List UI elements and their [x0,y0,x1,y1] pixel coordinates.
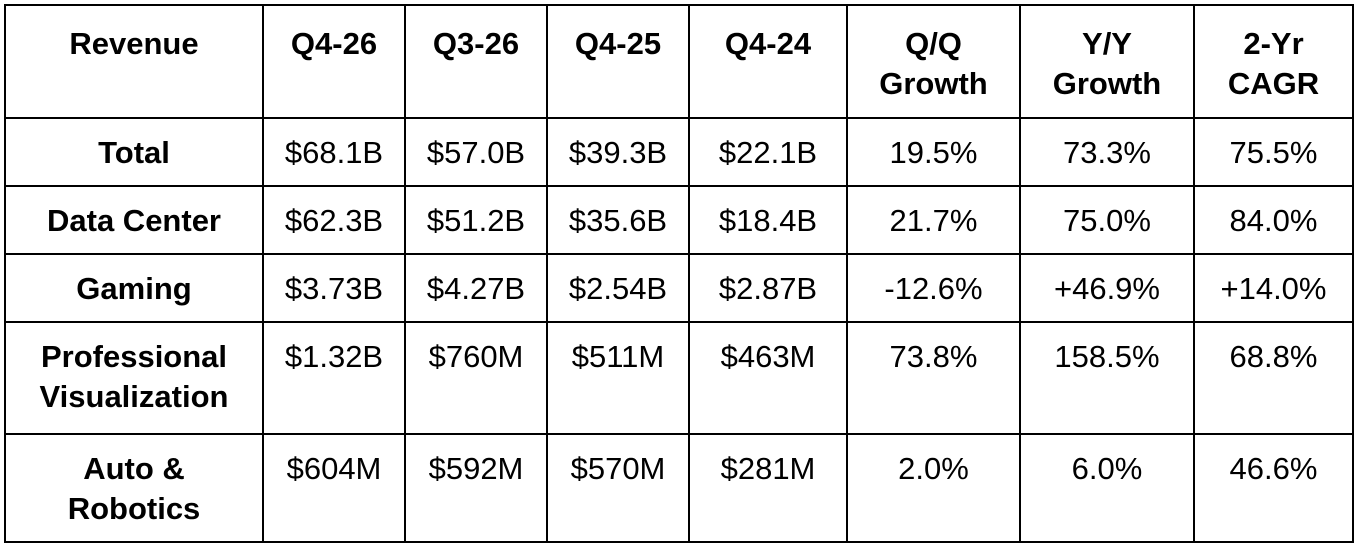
table-cell: $22.1B [688,117,848,187]
table-row: Professional Visualization $1.32B $760M $51… [4,321,1354,435]
header-cell: Q3-26 [404,4,548,119]
header-cell: Q/Q Growth [846,4,1021,119]
row-label: Professional Visualization [4,321,264,435]
table-cell: +14.0% [1193,253,1354,323]
table-cell: $1.32B [262,321,406,435]
table-cell: 68.8% [1193,321,1354,435]
table-cell: 73.3% [1019,117,1195,187]
row-label: Total [4,117,264,187]
table-body: Total $68.1B $57.0B $39.3B $22.1B 19.5% 73.3% 7… [4,117,1354,543]
header-cell: Q4-24 [688,4,848,119]
table-cell: $760M [404,321,548,435]
table-cell: $592M [404,433,548,543]
table-cell: 75.0% [1019,185,1195,255]
header-cell: 2-Yr CAGR [1193,4,1354,119]
header-row: Revenue Q4-26 Q3-26 Q4-25 Q4-24 Q/Q Growth Y/Y… [4,4,1354,119]
header-cell: Revenue [4,4,264,119]
table-cell: 84.0% [1193,185,1354,255]
row-label: Auto & Robotics [4,433,264,543]
table-cell: $2.54B [546,253,690,323]
row-label: Gaming [4,253,264,323]
table-cell: +46.9% [1019,253,1195,323]
table-cell: $57.0B [404,117,548,187]
table-row: Gaming $3.73B $4.27B $2.54B $2.87B -12.6% +46.… [4,253,1354,323]
table-row: Total $68.1B $57.0B $39.3B $22.1B 19.5% 73.3% 7… [4,117,1354,187]
table-cell: $3.73B [262,253,406,323]
table-cell: $62.3B [262,185,406,255]
row-label: Data Center [4,185,264,255]
table-cell: $35.6B [546,185,690,255]
header-cell: Y/Y Growth [1019,4,1195,119]
revenue-table: Revenue Q4-26 Q3-26 Q4-25 Q4-24 Q/Q Growth Y/Y… [4,4,1354,543]
table-cell: 2.0% [846,433,1021,543]
table-row: Auto & Robotics $604M $592M $570M $281M 2.0% 6… [4,433,1354,543]
table-cell: $51.2B [404,185,548,255]
table-cell: $604M [262,433,406,543]
header-cell: Q4-26 [262,4,406,119]
table-cell: $570M [546,433,690,543]
table-cell: $511M [546,321,690,435]
table-cell: 75.5% [1193,117,1354,187]
table-cell: $68.1B [262,117,406,187]
table-cell: $2.87B [688,253,848,323]
table-cell: $18.4B [688,185,848,255]
table-cell: -12.6% [846,253,1021,323]
table-cell: 158.5% [1019,321,1195,435]
table-cell: 21.7% [846,185,1021,255]
header-cell: Q4-25 [546,4,690,119]
table-cell: $463M [688,321,848,435]
table-row: Data Center $62.3B $51.2B $35.6B $18.4B 21.7%… [4,185,1354,255]
table-cell: 19.5% [846,117,1021,187]
table-cell: 73.8% [846,321,1021,435]
table-cell: $281M [688,433,848,543]
table-cell: $39.3B [546,117,690,187]
table-cell: 46.6% [1193,433,1354,543]
table-cell: 6.0% [1019,433,1195,543]
table-cell: $4.27B [404,253,548,323]
